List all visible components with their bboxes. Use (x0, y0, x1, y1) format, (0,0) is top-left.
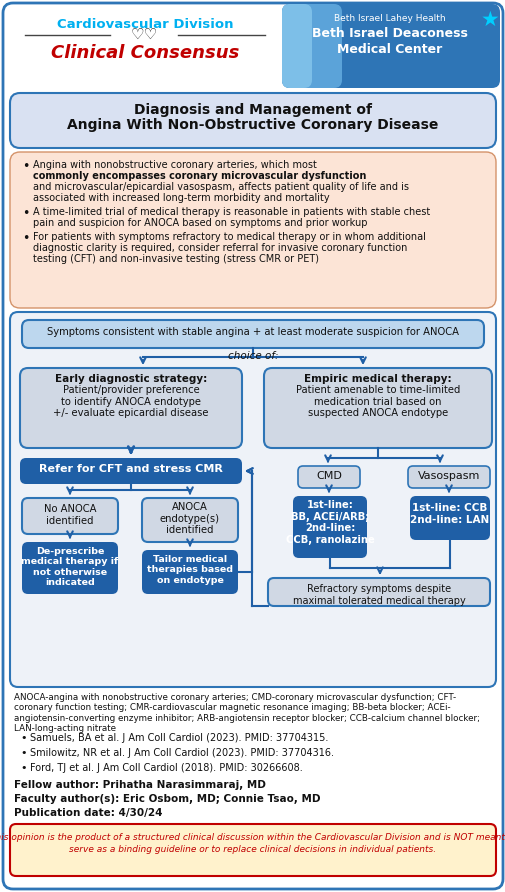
FancyBboxPatch shape (10, 824, 495, 876)
Text: diagnostic clarity is required, consider referral for invasive coronary function: diagnostic clarity is required, consider… (33, 243, 407, 253)
FancyBboxPatch shape (264, 368, 491, 448)
Text: Ford, TJ et al. J Am Coll Cardiol (2018). PMID: 30266608.: Ford, TJ et al. J Am Coll Cardiol (2018)… (30, 763, 302, 773)
Text: Vasospasm: Vasospasm (417, 471, 479, 481)
FancyBboxPatch shape (142, 550, 237, 594)
Text: 1st-line:
BB, ACEi/ARB;
2nd-line:
CCB, ranolazine: 1st-line: BB, ACEi/ARB; 2nd-line: CCB, r… (285, 500, 374, 545)
Text: •: • (20, 748, 26, 758)
Text: •: • (22, 160, 29, 173)
Text: Angina with nonobstructive coronary arteries, which most: Angina with nonobstructive coronary arte… (33, 160, 316, 170)
FancyBboxPatch shape (281, 4, 341, 88)
Text: 1st-line: CCB
2nd-line: LAN: 1st-line: CCB 2nd-line: LAN (410, 503, 489, 524)
Text: ANOCA-angina with nonobstructive coronary arteries; CMD-coronary microvascular d: ANOCA-angina with nonobstructive coronar… (14, 693, 479, 733)
FancyBboxPatch shape (10, 312, 495, 687)
Text: •: • (22, 207, 29, 220)
Text: Diagnosis and Management of: Diagnosis and Management of (134, 103, 371, 117)
FancyBboxPatch shape (10, 93, 495, 148)
FancyBboxPatch shape (292, 496, 366, 558)
Text: testing (CFT) and non-invasive testing (stress CMR or PET): testing (CFT) and non-invasive testing (… (33, 254, 318, 264)
FancyBboxPatch shape (20, 458, 241, 484)
Text: choice of:: choice of: (227, 351, 278, 361)
FancyBboxPatch shape (22, 320, 483, 348)
Text: ANOCA
endotype(s)
identified: ANOCA endotype(s) identified (160, 502, 220, 535)
Text: Patient/provider preference
to identify ANOCA endotype
+/- evaluate epicardial d: Patient/provider preference to identify … (53, 385, 209, 418)
Text: commonly encompasses coronary microvascular dysfunction: commonly encompasses coronary microvascu… (33, 171, 366, 181)
Text: De-prescribe
medical therapy if
not otherwise
indicated: De-prescribe medical therapy if not othe… (21, 547, 118, 587)
FancyBboxPatch shape (20, 368, 241, 448)
Text: Samuels, BA et al. J Am Coll Cardiol (2023). PMID: 37704315.: Samuels, BA et al. J Am Coll Cardiol (20… (30, 733, 328, 743)
Text: No ANOCA
identified: No ANOCA identified (43, 504, 96, 525)
Text: Refractory symptoms despite
maximal tolerated medical therapy: Refractory symptoms despite maximal tole… (292, 584, 465, 606)
FancyBboxPatch shape (297, 466, 359, 488)
Text: Smilowitz, NR et al. J Am Coll Cardiol (2023). PMID: 37704316.: Smilowitz, NR et al. J Am Coll Cardiol (… (30, 748, 333, 758)
FancyBboxPatch shape (22, 498, 118, 534)
FancyBboxPatch shape (268, 578, 489, 606)
Text: and microvascular/epicardial vasospasm, affects patient quality of life and is: and microvascular/epicardial vasospasm, … (33, 182, 408, 192)
FancyBboxPatch shape (281, 4, 312, 88)
Text: ♡♡: ♡♡ (130, 27, 158, 42)
Text: Early diagnostic strategy:: Early diagnostic strategy: (55, 374, 207, 384)
FancyBboxPatch shape (142, 498, 237, 542)
FancyBboxPatch shape (409, 496, 489, 540)
Text: Beth Israel Lahey Health: Beth Israel Lahey Health (333, 14, 445, 23)
FancyBboxPatch shape (22, 542, 118, 594)
FancyBboxPatch shape (3, 3, 502, 889)
Text: Patient amenable to time-limited
medication trial based on
suspected ANOCA endot: Patient amenable to time-limited medicat… (295, 385, 459, 418)
Text: Medical Center: Medical Center (337, 43, 442, 56)
Text: Refer for CFT and stress CMR: Refer for CFT and stress CMR (39, 464, 223, 474)
Text: Clinical Consensus: Clinical Consensus (50, 44, 239, 62)
Text: Beth Israel Deaconess: Beth Israel Deaconess (312, 27, 467, 40)
Text: Empiric medical therapy:: Empiric medical therapy: (304, 374, 451, 384)
Text: •: • (22, 232, 29, 245)
Text: Fellow author: Prihatha Narasimmaraj, MD: Fellow author: Prihatha Narasimmaraj, MD (14, 780, 265, 790)
Text: CMD: CMD (316, 471, 341, 481)
Text: Tailor medical
therapies based
on endotype: Tailor medical therapies based on endoty… (147, 555, 232, 585)
Text: ★: ★ (480, 10, 498, 30)
Text: Faculty author(s): Eric Osbom, MD; Connie Tsao, MD: Faculty author(s): Eric Osbom, MD; Conni… (14, 794, 320, 804)
Text: Symptoms consistent with stable angina + at least moderate suspicion for ANOCA: Symptoms consistent with stable angina +… (47, 327, 458, 337)
Text: A time-limited trial of medical therapy is reasonable in patients with stable ch: A time-limited trial of medical therapy … (33, 207, 429, 217)
Text: Publication date: 4/30/24: Publication date: 4/30/24 (14, 808, 162, 818)
Text: serve as a binding guideline or to replace clinical decisions in individual pati: serve as a binding guideline or to repla… (69, 845, 436, 854)
Text: Angina With Non-Obstructive Coronary Disease: Angina With Non-Obstructive Coronary Dis… (67, 118, 438, 132)
Text: pain and suspicion for ANOCA based on symptoms and prior workup: pain and suspicion for ANOCA based on sy… (33, 218, 367, 228)
Text: •: • (20, 763, 26, 773)
Text: •: • (20, 733, 26, 743)
FancyBboxPatch shape (407, 466, 489, 488)
Text: Cardiovascular Division: Cardiovascular Division (57, 18, 233, 31)
FancyBboxPatch shape (10, 152, 495, 308)
FancyBboxPatch shape (281, 4, 499, 88)
Text: This opinion is the product of a structured clinical discussion within the Cardi: This opinion is the product of a structu… (0, 833, 505, 842)
Text: For patients with symptoms refractory to medical therapy or in whom additional: For patients with symptoms refractory to… (33, 232, 425, 242)
Text: associated with increased long-term morbidity and mortality: associated with increased long-term morb… (33, 193, 329, 203)
